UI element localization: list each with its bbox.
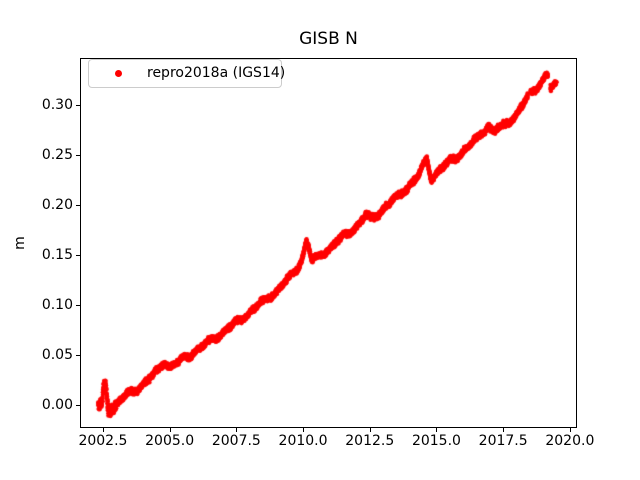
y-tick-label: 0.25 bbox=[41, 147, 73, 163]
x-tick-mark bbox=[569, 428, 571, 432]
y-tick-label: 0.30 bbox=[41, 97, 73, 113]
y-tick-label: 0.00 bbox=[41, 397, 73, 413]
y-tick-mark bbox=[76, 155, 80, 156]
x-tick-label: 2010.0 bbox=[278, 433, 328, 449]
x-tick-mark bbox=[503, 428, 505, 432]
y-tick-mark bbox=[76, 205, 80, 206]
y-tick-mark bbox=[76, 105, 80, 106]
legend-dot-icon bbox=[115, 70, 122, 77]
x-tick-mark bbox=[436, 428, 438, 432]
x-tick-mark bbox=[169, 428, 171, 432]
x-tick-mark bbox=[369, 428, 371, 432]
y-tick-mark bbox=[76, 305, 80, 306]
y-tick-mark bbox=[76, 355, 80, 356]
x-tick-label: 2020.0 bbox=[545, 433, 595, 449]
x-tick-label: 2017.5 bbox=[478, 433, 528, 449]
x-tick-label: 2005.0 bbox=[145, 433, 195, 449]
x-tick-label: 2002.5 bbox=[78, 433, 128, 449]
y-tick-mark bbox=[76, 255, 80, 256]
y-tick-mark bbox=[76, 405, 80, 406]
x-tick-label: 2007.5 bbox=[211, 433, 261, 449]
y-tick-label: 0.10 bbox=[41, 297, 73, 313]
legend-label: repro2018a (IGS14) bbox=[147, 65, 286, 81]
y-tick-label: 0.15 bbox=[41, 247, 73, 263]
y-tick-label: 0.05 bbox=[41, 347, 73, 363]
legend: repro2018a (IGS14) bbox=[88, 59, 286, 88]
x-tick-mark bbox=[236, 428, 238, 432]
x-tick-label: 2015.0 bbox=[411, 433, 461, 449]
x-tick-mark bbox=[303, 428, 305, 432]
y-tick-label: 0.20 bbox=[41, 197, 73, 213]
x-tick-mark bbox=[102, 428, 104, 432]
x-tick-label: 2012.5 bbox=[345, 433, 395, 449]
